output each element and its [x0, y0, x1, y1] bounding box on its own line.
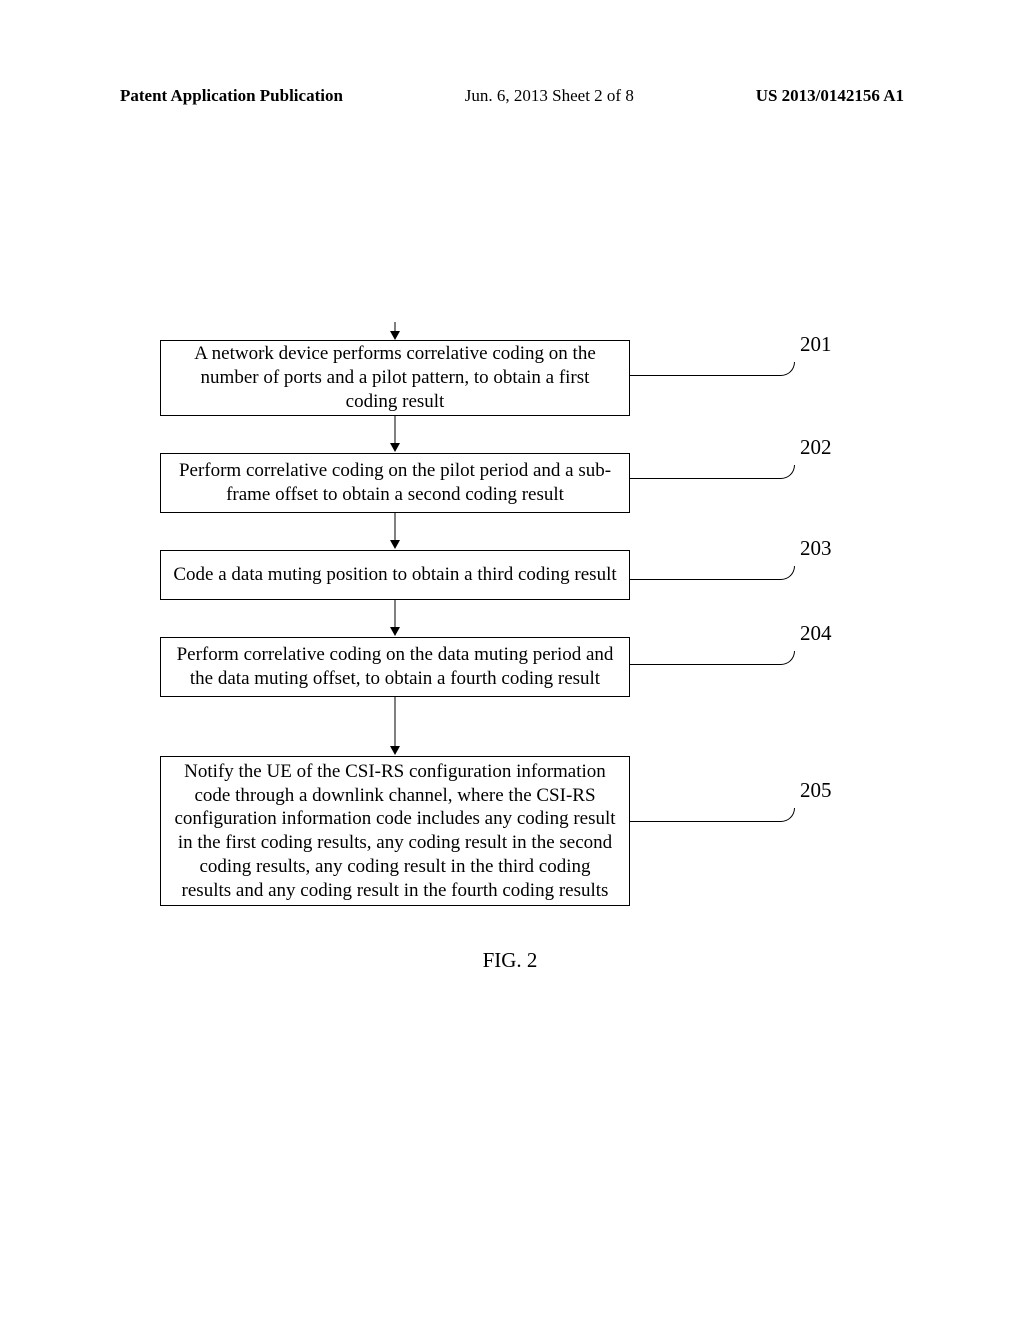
flow-step-label: 201 [800, 332, 832, 357]
flow-arrow-head [390, 746, 400, 755]
flow-step-box: Notify the UE of the CSI-RS configuratio… [160, 756, 630, 906]
flow-step-box: Code a data muting position to obtain a … [160, 550, 630, 600]
flow-step-box: Perform correlative coding on the data m… [160, 637, 630, 697]
header-right: US 2013/0142156 A1 [756, 86, 904, 106]
flow-entry-arrow-head [390, 331, 400, 340]
leader-line [630, 566, 795, 580]
flow-step-text: Perform correlative coding on the data m… [173, 643, 617, 691]
flow-arrow-line [395, 416, 396, 444]
flow-arrow-line [395, 600, 396, 628]
flow-step-label: 203 [800, 536, 832, 561]
flow-step-box: Perform correlative coding on the pilot … [160, 453, 630, 513]
leader-line [630, 808, 795, 822]
flow-arrow-head [390, 540, 400, 549]
flow-step-label: 202 [800, 435, 832, 460]
flow-arrow-line [395, 697, 396, 747]
flow-step-text: Perform correlative coding on the pilot … [173, 459, 617, 507]
flow-arrow-line [395, 513, 396, 541]
flow-step-box: A network device performs correlative co… [160, 340, 630, 416]
flow-arrow-head [390, 443, 400, 452]
flow-step-label: 204 [800, 621, 832, 646]
flow-step-text: Notify the UE of the CSI-RS configuratio… [173, 760, 617, 903]
flow-step-text: Code a data muting position to obtain a … [173, 563, 616, 587]
flow-step-label: 205 [800, 778, 832, 803]
flow-step-text: A network device performs correlative co… [173, 342, 617, 413]
flow-arrow-head [390, 627, 400, 636]
leader-line [630, 651, 795, 665]
leader-line [630, 362, 795, 376]
figure-caption: FIG. 2 [483, 948, 538, 973]
header-left: Patent Application Publication [120, 86, 343, 106]
leader-line [630, 465, 795, 479]
header-center: Jun. 6, 2013 Sheet 2 of 8 [465, 86, 634, 106]
